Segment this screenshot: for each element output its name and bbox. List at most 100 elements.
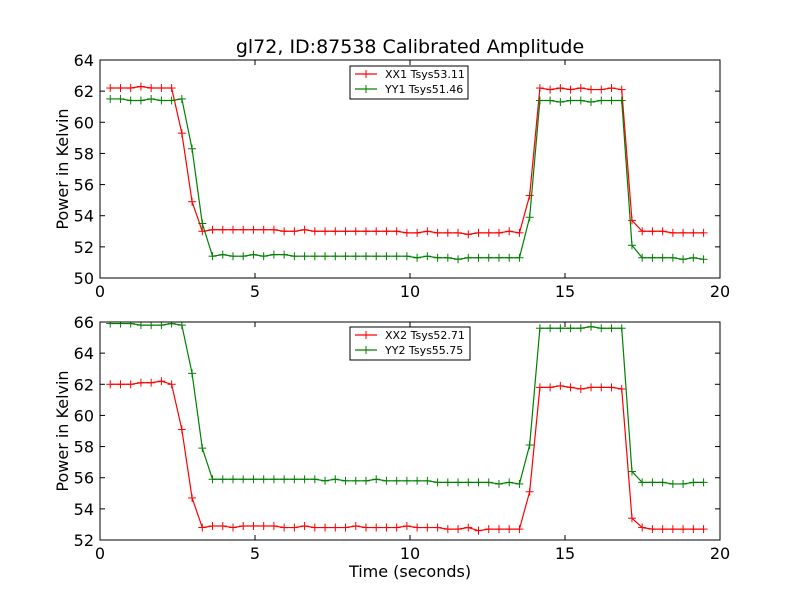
data-point — [566, 96, 575, 105]
data-point — [627, 216, 636, 225]
data-point — [494, 228, 503, 237]
y-tick-label: 60 — [74, 406, 94, 425]
data-point — [505, 227, 514, 236]
data-point — [269, 475, 278, 484]
data-point — [433, 228, 442, 237]
data-point — [668, 479, 677, 488]
data-point — [136, 378, 145, 387]
data-point — [402, 521, 411, 530]
data-point — [321, 476, 330, 485]
data-point — [331, 475, 340, 484]
y-tick-label: 54 — [74, 500, 94, 519]
data-point — [668, 228, 677, 237]
data-point — [546, 96, 555, 105]
data-point — [228, 523, 237, 532]
data-point — [351, 476, 360, 485]
data-point — [576, 84, 585, 93]
data-point — [413, 253, 422, 262]
data-point — [454, 525, 463, 534]
data-point — [239, 521, 248, 530]
data-point — [331, 227, 340, 236]
bottom-panel: 0 5 10 15 20 52 54 56 58 60 62 64 66 Power in Kelvin T… — [53, 313, 730, 581]
data-point — [259, 475, 268, 484]
data-point — [607, 96, 616, 105]
y-axis-label: Power in Kelvin — [53, 370, 72, 491]
data-point — [402, 476, 411, 485]
legend-entry: YY2 Tsys55.75 — [355, 344, 463, 357]
data-point — [331, 252, 340, 261]
data-point — [280, 250, 289, 259]
data-point — [269, 250, 278, 259]
plot-area — [106, 82, 708, 264]
data-point — [310, 475, 319, 484]
data-point — [648, 478, 657, 487]
data-point — [177, 94, 186, 103]
data-point — [239, 252, 248, 261]
data-point — [382, 523, 391, 532]
data-point — [464, 523, 473, 532]
data-point — [126, 380, 135, 389]
data-point — [597, 85, 606, 94]
y-tick-label: 52 — [74, 238, 94, 257]
data-point — [484, 525, 493, 534]
data-point — [290, 227, 299, 236]
data-point — [372, 227, 381, 236]
y-tick-label: 54 — [74, 207, 94, 226]
data-point — [341, 476, 350, 485]
legend-label: YY2 Tsys55.75 — [384, 344, 463, 357]
data-point — [198, 523, 207, 532]
data-point — [474, 526, 483, 535]
data-point — [382, 227, 391, 236]
data-point — [423, 523, 432, 532]
data-point — [157, 96, 166, 105]
data-point — [566, 324, 575, 333]
legend-box — [349, 65, 469, 100]
data-point — [617, 96, 626, 105]
y-tick-label: 58 — [74, 144, 94, 163]
data-point — [188, 144, 197, 153]
data-point — [351, 252, 360, 261]
data-point — [341, 252, 350, 261]
data-point — [147, 94, 156, 103]
data-point — [648, 253, 657, 262]
y-tick-label: 56 — [74, 176, 94, 195]
data-point — [228, 252, 237, 261]
data-point — [392, 227, 401, 236]
data-point — [597, 96, 606, 105]
data-point — [382, 252, 391, 261]
data-point — [474, 478, 483, 487]
data-point — [372, 475, 381, 484]
data-point — [321, 252, 330, 261]
data-point — [535, 383, 544, 392]
data-point — [443, 525, 452, 534]
data-point — [300, 252, 309, 261]
legend: XX2 Tsys52.71 YY2 Tsys55.75 — [349, 326, 471, 361]
y-tick-label: 62 — [74, 375, 94, 394]
data-point — [188, 197, 197, 206]
data-point — [576, 96, 585, 105]
x-tick-label: 15 — [555, 544, 575, 563]
data-point — [413, 228, 422, 237]
legend: XX1 Tsys53.11 YY1 Tsys51.46 — [349, 65, 469, 100]
data-point — [372, 523, 381, 532]
data-point — [361, 476, 370, 485]
x-tick-label: 15 — [555, 282, 575, 301]
data-point — [587, 85, 596, 94]
data-point — [484, 253, 493, 262]
data-point — [300, 521, 309, 530]
data-point — [454, 478, 463, 487]
data-point — [566, 383, 575, 392]
x-tick-label: 10 — [400, 544, 420, 563]
data-point — [351, 521, 360, 530]
data-point — [423, 252, 432, 261]
data-point — [556, 84, 565, 93]
data-point — [679, 479, 688, 488]
data-point — [167, 322, 176, 328]
data-point — [658, 227, 667, 236]
legend-entry: XX1 Tsys53.11 — [355, 68, 465, 81]
data-point — [126, 322, 135, 328]
data-point — [443, 478, 452, 487]
data-point — [658, 253, 667, 262]
data-point — [443, 253, 452, 262]
data-point — [361, 227, 370, 236]
